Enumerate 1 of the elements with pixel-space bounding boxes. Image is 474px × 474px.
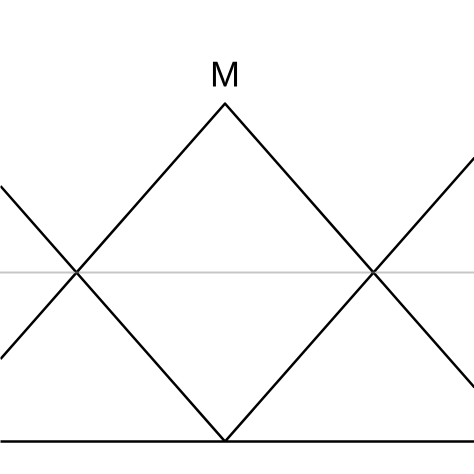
series-label: M bbox=[210, 54, 240, 95]
